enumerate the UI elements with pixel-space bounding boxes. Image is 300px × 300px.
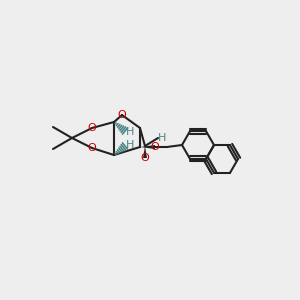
Text: O: O	[118, 110, 126, 120]
Text: H: H	[126, 127, 134, 137]
Text: H: H	[158, 133, 166, 143]
Polygon shape	[140, 145, 155, 149]
Text: O: O	[151, 142, 159, 152]
Text: H: H	[126, 140, 134, 150]
Polygon shape	[143, 146, 147, 158]
Text: O: O	[141, 153, 149, 163]
Text: O: O	[88, 143, 96, 153]
Text: O: O	[88, 123, 96, 133]
